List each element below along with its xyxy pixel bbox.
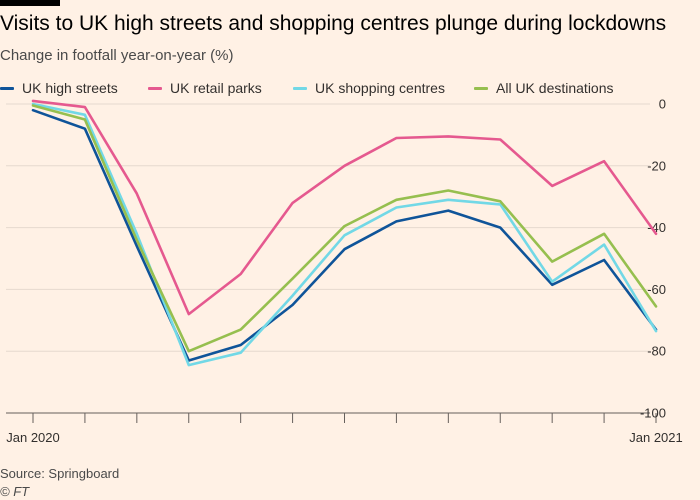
legend-item: UK retail parks	[148, 80, 262, 96]
legend-label: All UK destinations	[496, 80, 614, 96]
legend-item: UK shopping centres	[293, 80, 445, 96]
copyright-credit: © FT	[0, 484, 30, 499]
legend-swatch	[293, 86, 307, 90]
y-tick-label: -60	[647, 282, 666, 297]
legend-swatch	[148, 86, 162, 90]
y-tick-label: 0	[659, 97, 666, 112]
series-lines	[31, 99, 658, 367]
legend-item: UK high streets	[0, 80, 118, 96]
legend-label: UK shopping centres	[315, 80, 445, 96]
x-axis: Jan 2020 Jan 2021	[6, 413, 683, 445]
y-tick-label: -100	[640, 406, 666, 421]
chart-title: Visits to UK high streets and shopping c…	[0, 12, 667, 35]
legend-label: UK retail parks	[170, 80, 262, 96]
y-tick-label: -20	[647, 158, 666, 173]
grid-lines	[6, 103, 650, 414]
y-tick-label: -40	[647, 220, 666, 235]
chart-subtitle: Change in footfall year-on-year (%)	[0, 47, 234, 64]
legend-swatch	[0, 86, 14, 90]
series-line-uk-shopping-centres	[31, 102, 658, 367]
y-tick-label: -80	[647, 344, 666, 359]
series-line-uk-retail-parks	[31, 99, 658, 316]
x-tick-label: Jan 2021	[629, 430, 683, 445]
series-line-all-uk-destinations	[31, 104, 658, 353]
brand-bar	[0, 0, 60, 6]
legend-item: All UK destinations	[474, 80, 614, 96]
legend-label: UK high streets	[22, 80, 118, 96]
x-tick-label: Jan 2020	[6, 430, 60, 445]
legend-swatch	[474, 86, 488, 90]
source-note: Source: Springboard	[0, 466, 120, 481]
series-line-uk-high-streets	[31, 108, 658, 362]
y-axis: 0 -20 -40 -60 -80 -100	[640, 97, 666, 421]
